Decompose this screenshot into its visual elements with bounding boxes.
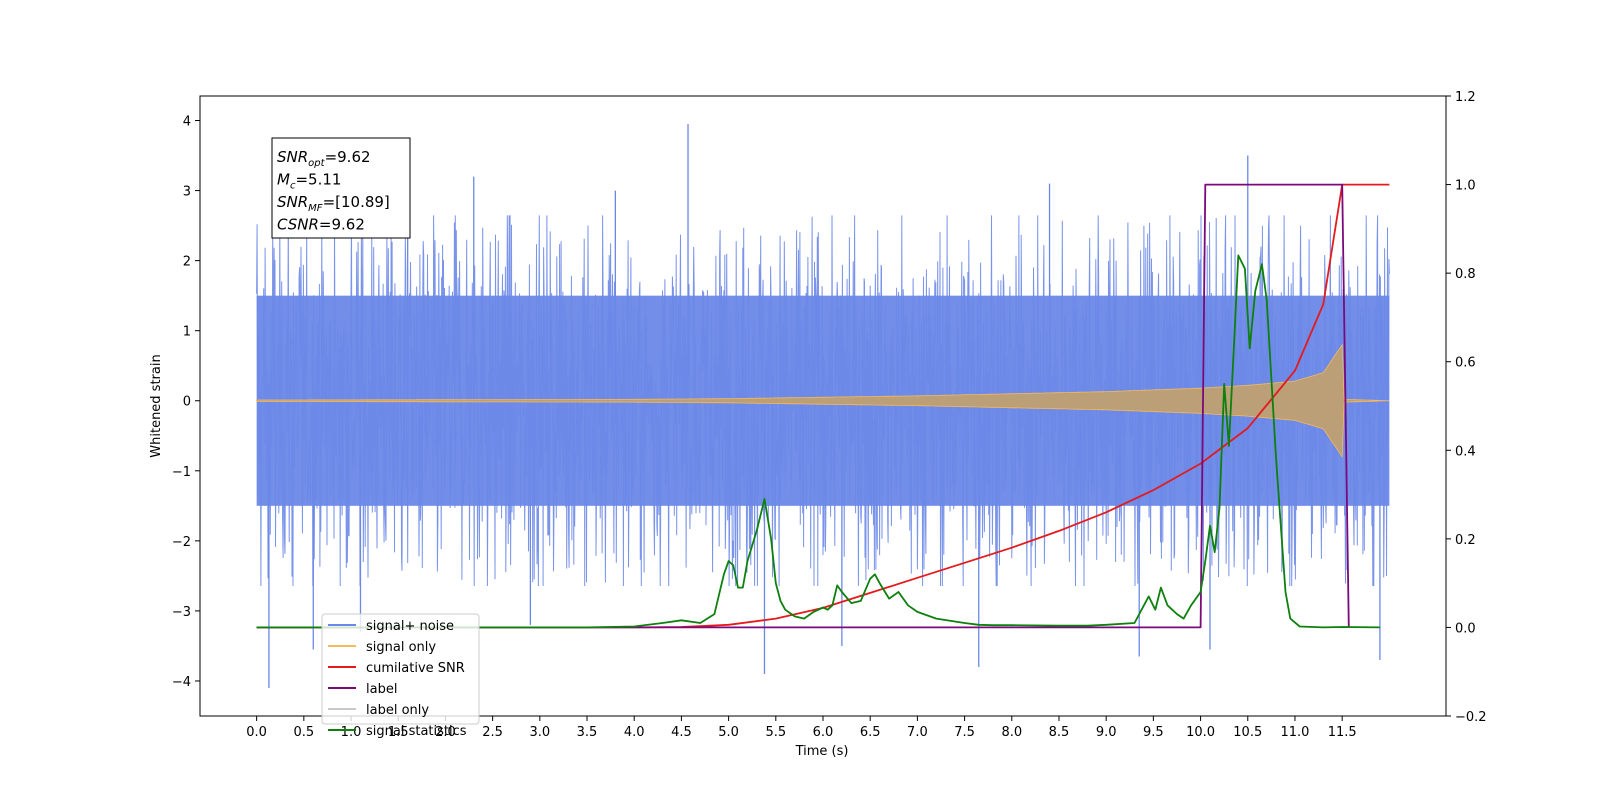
y-axis-left: −4 −3 −2 −1 0 1 2 3 4 xyxy=(172,115,200,690)
x-tick-label: 1.0 xyxy=(341,725,362,740)
x-axis: 0.0 0.5 1.0 1.5 2.0 2.5 3.0 3.5 4.0 4.5 5.0 5.5 6.0 6… xyxy=(246,716,1357,740)
stat-line: SNRopt=9.62 xyxy=(277,148,371,169)
legend-item-label: label xyxy=(328,682,397,697)
signal-envelope xyxy=(256,343,1390,459)
y-right-tick-label: 0.8 xyxy=(1455,267,1476,282)
legend-label: label only xyxy=(366,703,429,718)
x-tick-label: 4.0 xyxy=(624,725,645,740)
legend-item-cumilative-snr: cumilative SNR xyxy=(328,661,465,676)
y-axis-right: −0.2 0.0 0.2 0.4 0.6 0.8 1.0 1.2 xyxy=(1446,90,1487,725)
x-tick-label: 6.5 xyxy=(860,725,881,740)
legend-label: signal statistics xyxy=(366,724,467,739)
x-tick-label: 2.5 xyxy=(482,725,503,740)
y-tick-label: 4 xyxy=(183,115,191,130)
x-tick-label: 8.0 xyxy=(1001,725,1022,740)
x-tick-label: 9.0 xyxy=(1096,725,1117,740)
y-right-tick-label: 0.6 xyxy=(1455,356,1476,371)
x-tick-label: 4.5 xyxy=(671,725,692,740)
x-tick-label: 5.5 xyxy=(765,725,786,740)
x-tick-label: 10.5 xyxy=(1233,725,1262,740)
y-tick-label: 2 xyxy=(183,255,191,270)
y-tick-label: −4 xyxy=(172,675,191,690)
series-cumilative-snr xyxy=(256,183,1390,629)
x-tick-label: 7.5 xyxy=(954,725,975,740)
y-tick-label: −2 xyxy=(172,535,191,550)
legend-item-signal-noise: signal+ noise xyxy=(328,619,454,634)
x-tick-label: 11.5 xyxy=(1328,725,1357,740)
legend-label: label xyxy=(366,682,397,697)
x-axis-label: Time (s) xyxy=(795,744,849,759)
x-tick-label: 6.0 xyxy=(813,725,834,740)
x-tick-label: 0.5 xyxy=(293,725,314,740)
stat-line: SNRMF=[10.89] xyxy=(277,193,390,214)
legend-item-label-only: label only xyxy=(328,703,429,718)
stat-line: Mc=5.11 xyxy=(277,171,341,192)
legend-label: cumilative SNR xyxy=(366,661,465,676)
y-axis-label: Whitened strain xyxy=(149,354,164,457)
stat-line: CSNR=9.62 xyxy=(277,216,365,234)
series-signal-only xyxy=(256,343,1390,459)
y-tick-label: 3 xyxy=(183,185,191,200)
x-tick-label: 3.5 xyxy=(577,725,598,740)
x-tick-label: 8.5 xyxy=(1049,725,1070,740)
legend-label: signal only xyxy=(366,640,436,655)
y-right-tick-label: −0.2 xyxy=(1455,710,1487,725)
series-label xyxy=(256,183,1350,629)
x-tick-label: 11.0 xyxy=(1280,725,1309,740)
y-right-tick-label: 0.0 xyxy=(1455,621,1476,636)
y-tick-label: −3 xyxy=(172,605,191,620)
legend-item-signal-only: signal only xyxy=(328,640,436,655)
y-tick-label: −1 xyxy=(172,465,191,480)
overlay-lines xyxy=(256,183,1390,629)
legend: signal+ noise signal only cumilative SNR la… xyxy=(321,613,480,739)
x-tick-label: 0.0 xyxy=(246,725,267,740)
y-tick-label: 0 xyxy=(183,395,191,410)
y-tick-label: 1 xyxy=(183,325,191,340)
x-tick-label: 5.0 xyxy=(718,725,739,740)
x-tick-label: 2.0 xyxy=(435,725,456,740)
plot-area xyxy=(256,124,1390,688)
x-tick-label: 10.0 xyxy=(1186,725,1215,740)
x-tick-label: 1.5 xyxy=(388,725,409,740)
x-tick-label: 9.5 xyxy=(1143,725,1164,740)
legend-item-signal-statistics: signal statistics xyxy=(328,724,467,739)
series-signal-statistics xyxy=(256,254,1380,629)
legend-label: signal+ noise xyxy=(366,619,454,634)
y-right-tick-label: 1.2 xyxy=(1455,90,1476,105)
y-right-tick-label: 0.2 xyxy=(1455,533,1476,548)
y-right-tick-label: 0.4 xyxy=(1455,444,1476,459)
x-tick-label: 7.0 xyxy=(907,725,928,740)
x-tick-label: 3.0 xyxy=(529,725,550,740)
y-right-tick-label: 1.0 xyxy=(1455,179,1476,194)
